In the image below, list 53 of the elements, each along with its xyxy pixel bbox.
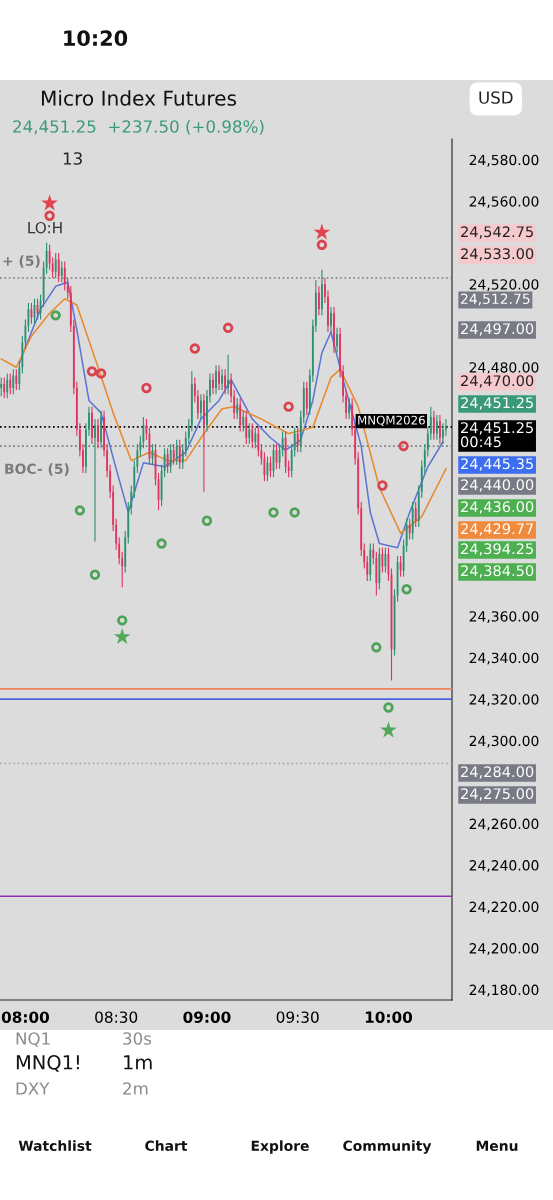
text: Watchlist: [18, 1140, 92, 1152]
text: 24,275.00: [461, 788, 534, 801]
chart-subtitle: 24,451.25 +237.50 (+0.98%): [13, 119, 264, 135]
text: Community: [343, 1140, 432, 1154]
text: 24,429.77: [461, 523, 533, 536]
text: 24,542.75: [461, 226, 533, 239]
y-tick-label: 24,560.00: [469, 196, 539, 209]
text: 10:20: [64, 30, 128, 47]
y-tick-label: 24,200.00: [469, 943, 539, 956]
text: 24,451.25: [461, 397, 533, 410]
annotation: BOC- (5): [5, 463, 69, 476]
y-tick-label: 24,360.00: [469, 611, 539, 624]
y-tick-label: 24,520.00: [469, 279, 539, 292]
ref-line-label: MNQM2026: [358, 415, 425, 426]
chart-title: Micro Index Futures: [41, 90, 237, 106]
annotation: + (5): [3, 255, 40, 268]
x-tick-label: 08:00: [1, 1011, 49, 1023]
y-tick-label: 24,300.00: [469, 735, 539, 748]
x-tick-label: 08:30: [95, 1011, 138, 1023]
text: 2m: [123, 1082, 148, 1095]
text: 1m: [124, 1055, 152, 1070]
y-tick-label: 24,240.00: [469, 860, 539, 873]
text: 24,470.00: [461, 375, 534, 388]
text: DXY: [16, 1082, 50, 1095]
text: 24,451.25 00:45: [460, 422, 533, 448]
x-tick-label: 10:00: [365, 1011, 413, 1023]
text: 24,284.00: [461, 766, 534, 779]
text: NQ1: [16, 1032, 50, 1047]
y-tick-label: 24,260.00: [469, 818, 539, 831]
text: 24,394.25: [461, 543, 533, 556]
x-tick-label: 09:30: [276, 1011, 319, 1023]
text: Chart: [145, 1140, 188, 1152]
annotation: 13: [63, 152, 82, 165]
y-tick-label: 24,320.00: [469, 694, 539, 707]
text: 24,436.00: [461, 501, 534, 514]
y-tick-label: 24,480.00: [469, 362, 539, 375]
text: 24,533.00: [461, 248, 534, 261]
text: MNQ1!: [16, 1054, 79, 1072]
annotation: LO:H: [28, 221, 62, 234]
text: Explore: [251, 1140, 309, 1154]
text: 24,512.75: [461, 293, 530, 306]
text: 24,497.00: [461, 323, 534, 336]
text: Menu: [476, 1140, 518, 1152]
text: USD: [479, 91, 513, 104]
text: 30s: [123, 1032, 152, 1045]
y-tick-label: 24,340.00: [469, 652, 539, 665]
y-tick-label: 24,180.00: [469, 984, 539, 997]
text: 24,445.35: [461, 458, 533, 471]
y-tick-label: 24,580.00: [469, 154, 539, 167]
y-tick-label: 24,220.00: [469, 901, 539, 914]
text: 24,384.50: [461, 565, 534, 578]
text: 24,440.00: [461, 479, 534, 492]
x-tick-label: 09:00: [183, 1011, 231, 1023]
